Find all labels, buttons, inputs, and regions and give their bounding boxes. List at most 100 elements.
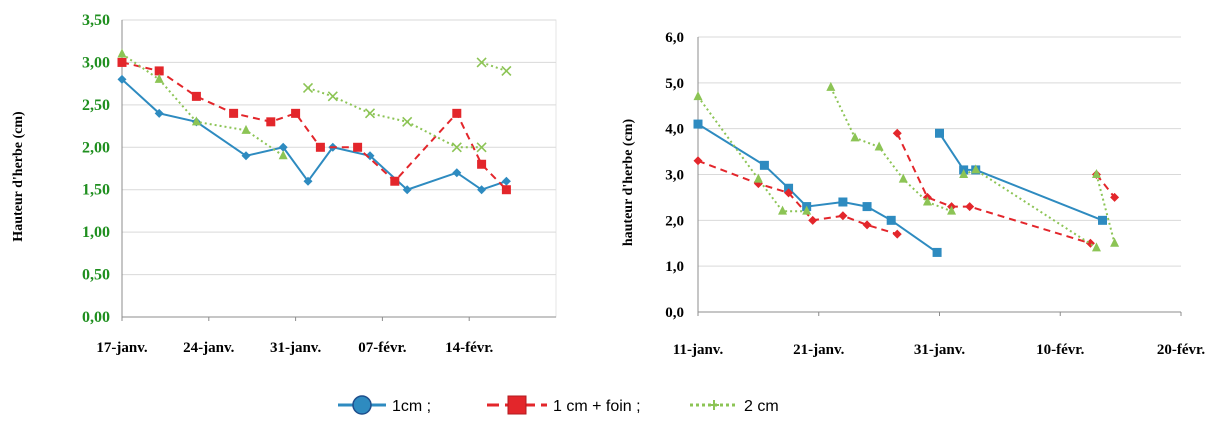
legend-marker: [709, 400, 719, 410]
legend-item: 1cm ;: [338, 395, 431, 415]
data-point: [477, 185, 487, 195]
data-point: [838, 211, 848, 221]
y-tick-label: 3,50: [82, 12, 110, 29]
legend-label: 2 cm: [744, 398, 779, 415]
y-tick-label: 1,00: [82, 224, 110, 241]
data-point: [922, 196, 932, 206]
series-1-cm-foin: [117, 57, 511, 195]
data-point: [278, 142, 288, 152]
x-tick-label: 24-janv.: [183, 340, 235, 356]
data-point: [1110, 237, 1120, 247]
legend-marker: [352, 395, 372, 415]
series-1cm: [117, 74, 511, 195]
x-tick-label: 31-janv.: [270, 340, 322, 356]
series-line: [121, 78, 507, 191]
series-line: [896, 132, 1091, 245]
data-point: [315, 142, 325, 152]
data-point: [693, 91, 703, 101]
y-tick-label: 5,0: [665, 76, 684, 92]
y-tick-label: 2,50: [82, 97, 110, 114]
data-point: [476, 57, 487, 68]
y-tick-label: 0,50: [82, 267, 110, 284]
data-point: [759, 160, 769, 170]
legend-label: 1cm ;: [392, 398, 431, 415]
data-point: [850, 132, 860, 142]
x-tick-label: 14-févr.: [445, 340, 493, 356]
data-point: [241, 151, 251, 161]
data-point: [784, 188, 794, 198]
data-point: [327, 91, 338, 102]
chart-left: 0,00 0,50 1,00 1,50 2,00 2,50 3,00 3,50 17-janv.…: [11, 12, 557, 356]
chart-right: 0,0 1,0 2,0 3,0 4,0 5,0 6,0 11-janv. 21-janv. 31-…: [621, 30, 1205, 358]
legend: 1cm ; 1 cm + foin ; 2 cm: [338, 395, 779, 415]
series-line: [1095, 174, 1116, 244]
y-tick-label: 0,00: [82, 309, 110, 326]
data-point: [808, 215, 818, 225]
series-line: [697, 96, 807, 213]
data-point: [365, 151, 375, 161]
data-point: [862, 202, 872, 212]
data-point: [874, 141, 884, 151]
data-point: [390, 176, 400, 186]
data-point: [778, 205, 788, 215]
x-tick-label: 11-janv.: [673, 342, 724, 358]
data-point: [154, 66, 164, 76]
y-tick-label: 3,00: [82, 54, 110, 71]
data-point: [476, 142, 487, 153]
data-point: [241, 124, 251, 134]
data-point: [892, 229, 902, 239]
data-point: [693, 119, 703, 129]
y-tick-label: 1,0: [665, 259, 684, 275]
data-point: [451, 142, 462, 153]
data-point: [402, 116, 413, 127]
x-tick-label: 07-févr.: [358, 340, 406, 356]
data-point: [1091, 169, 1101, 178]
data-point: [826, 81, 836, 91]
series-2-cm: [693, 81, 1120, 252]
x-tick-label: 31-janv.: [914, 342, 966, 358]
data-point: [191, 116, 201, 126]
y-tick-label: 0,0: [665, 305, 684, 321]
series-line: [481, 61, 507, 72]
data-point: [753, 173, 763, 183]
data-point: [154, 73, 164, 83]
y-tick-label: 3,0: [665, 168, 684, 184]
data-point: [971, 164, 981, 174]
y-axis-title: hauteur d'herbe (cm): [621, 119, 636, 247]
data-point: [965, 202, 975, 212]
legend-label: 1 cm + foin ;: [553, 398, 641, 415]
y-tick-label: 2,00: [82, 139, 110, 156]
data-point: [117, 74, 127, 84]
series-line: [829, 86, 952, 213]
data-point: [932, 247, 942, 257]
series-line: [697, 123, 938, 254]
data-point: [191, 91, 201, 101]
data-point: [784, 183, 794, 193]
data-point: [278, 150, 288, 160]
series-line: [1095, 173, 1116, 199]
plot-frame: [121, 19, 557, 318]
data-point: [402, 185, 412, 195]
series-line: [963, 168, 1098, 249]
y-axis-title: Hauteur d'herbe (cm): [11, 111, 26, 242]
data-point: [1091, 242, 1101, 252]
data-point: [501, 185, 511, 195]
x-tick-label: 17-janv.: [96, 340, 148, 356]
series-1cm: [693, 119, 1108, 257]
data-point: [154, 108, 164, 118]
data-point: [501, 65, 512, 76]
legend-item: 1 cm + foin ;: [487, 395, 641, 415]
data-point: [1085, 238, 1095, 248]
data-point: [302, 82, 314, 93]
data-point: [947, 205, 957, 215]
data-point: [477, 159, 487, 169]
data-point: [117, 48, 127, 58]
data-point: [452, 108, 462, 118]
data-point: [802, 205, 812, 215]
data-point: [291, 108, 301, 118]
y-tick-label: 4,0: [665, 122, 684, 138]
data-point: [303, 176, 313, 186]
data-point: [838, 197, 848, 207]
data-point: [364, 108, 376, 119]
